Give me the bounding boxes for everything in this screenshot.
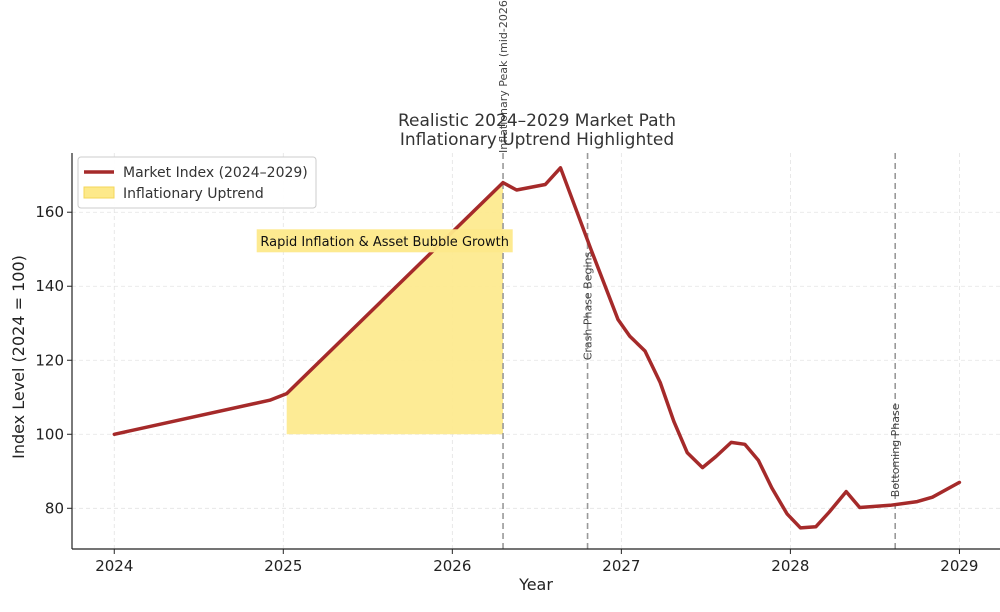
vline-label-1: Crash Phase Begins bbox=[582, 251, 595, 360]
y-tick-label-1: 100 bbox=[35, 425, 64, 443]
chart-title-line-2: Inflationary Uptrend Highlighted bbox=[400, 130, 674, 150]
x-tick-label-0: 2024 bbox=[95, 557, 133, 575]
legend-box bbox=[77, 156, 317, 209]
x-tick-label-5: 2029 bbox=[940, 557, 978, 575]
y-tick-label-2: 120 bbox=[35, 351, 64, 369]
tick-labels: 2024 2025 2026 2027 2028 2029 80 100 120 140 160 bbox=[35, 203, 978, 575]
annotation-box bbox=[256, 229, 513, 253]
legend: Market Index (2024–2029) Inflationary Up… bbox=[77, 156, 317, 209]
y-tick-label-4: 160 bbox=[35, 203, 64, 221]
axes bbox=[71, 153, 1000, 550]
x-tick-label-3: 2027 bbox=[602, 557, 640, 575]
y-axis-title: Index Level (2024 = 100) bbox=[9, 255, 28, 459]
x-tick-label-1: 2025 bbox=[264, 557, 302, 575]
grid-lines bbox=[72, 153, 1000, 549]
chart-title-line-1: Realistic 2024–2029 Market Path bbox=[398, 111, 676, 131]
y-tick-label-3: 140 bbox=[35, 277, 64, 295]
legend-entry-market-index: Market Index (2024–2029) bbox=[123, 165, 308, 181]
legend-entry-inflationary-uptrend: Inflationary Uptrend bbox=[123, 186, 264, 202]
vline-label-2: Bottoming Phase bbox=[889, 403, 902, 497]
vertical-markers: Inflationary Peak (mid-2026) Crash Phase … bbox=[497, 0, 902, 549]
market-index-line bbox=[112, 166, 962, 530]
x-tick-label-2: 2026 bbox=[433, 557, 471, 575]
vline-label-0: Inflationary Peak (mid-2026) bbox=[497, 0, 510, 153]
annotations: Rapid Inflation & Asset Bubble Growth bbox=[256, 229, 513, 253]
y-tick-label-0: 80 bbox=[45, 499, 64, 517]
series-layer bbox=[112, 166, 962, 530]
legend-fill-swatch bbox=[83, 186, 115, 199]
x-tick-label-4: 2028 bbox=[771, 557, 809, 575]
x-axis-title: Year bbox=[518, 575, 553, 594]
annotation-text: Rapid Inflation & Asset Bubble Growth bbox=[260, 235, 509, 250]
